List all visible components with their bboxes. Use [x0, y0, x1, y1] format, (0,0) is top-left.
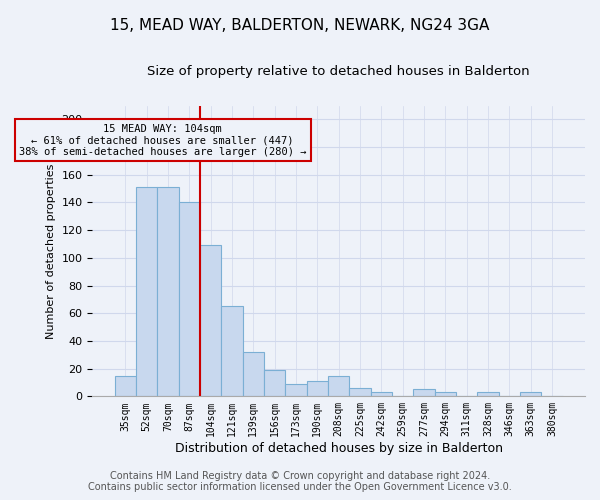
Y-axis label: Number of detached properties: Number of detached properties: [46, 164, 56, 338]
Bar: [307, 381, 328, 396]
Bar: [157, 188, 179, 396]
Bar: [242, 352, 264, 397]
Bar: [349, 388, 371, 396]
Text: 15 MEAD WAY: 104sqm
← 61% of detached houses are smaller (447)
38% of semi-detac: 15 MEAD WAY: 104sqm ← 61% of detached ho…: [19, 124, 307, 157]
Bar: [371, 392, 392, 396]
Bar: [477, 392, 499, 396]
Bar: [286, 384, 307, 396]
Bar: [328, 376, 349, 396]
Text: 15, MEAD WAY, BALDERTON, NEWARK, NG24 3GA: 15, MEAD WAY, BALDERTON, NEWARK, NG24 3G…: [110, 18, 490, 32]
Bar: [413, 390, 434, 396]
Bar: [264, 370, 286, 396]
Bar: [221, 306, 242, 396]
Text: Contains HM Land Registry data © Crown copyright and database right 2024.
Contai: Contains HM Land Registry data © Crown c…: [88, 471, 512, 492]
Bar: [200, 246, 221, 396]
Title: Size of property relative to detached houses in Balderton: Size of property relative to detached ho…: [148, 65, 530, 78]
Bar: [136, 188, 157, 396]
Bar: [115, 376, 136, 396]
Bar: [179, 202, 200, 396]
Bar: [520, 392, 541, 396]
Bar: [434, 392, 456, 396]
X-axis label: Distribution of detached houses by size in Balderton: Distribution of detached houses by size …: [175, 442, 503, 455]
